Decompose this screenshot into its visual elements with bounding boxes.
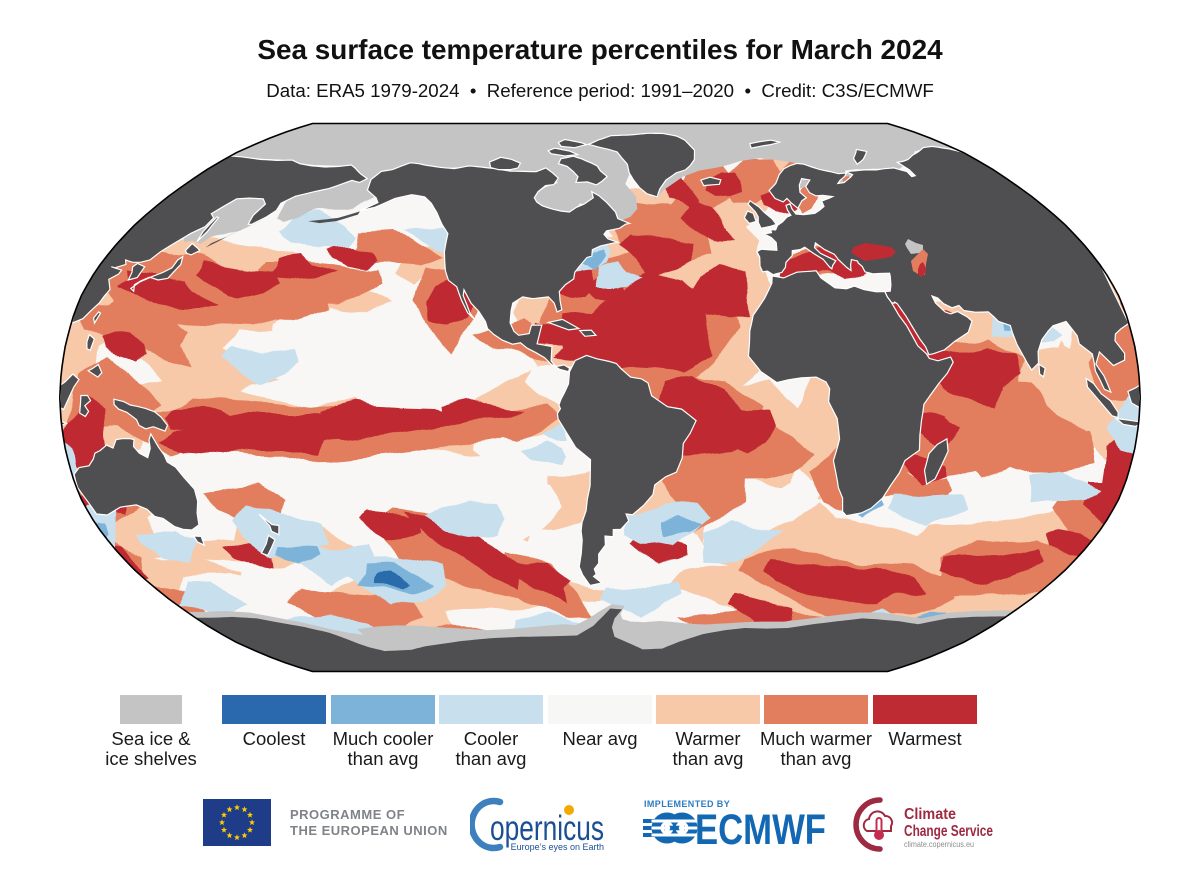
svg-text:Climate: Climate — [904, 806, 956, 823]
svg-text:Change Service: Change Service — [904, 823, 993, 840]
svg-text:ECMWF: ECMWF — [695, 811, 826, 851]
svg-text:opernicus: opernicus — [490, 809, 604, 848]
svg-text:Europe’s eyes on Earth: Europe’s eyes on Earth — [511, 842, 604, 852]
svg-text:climate.copernicus.eu: climate.copernicus.eu — [904, 839, 974, 849]
